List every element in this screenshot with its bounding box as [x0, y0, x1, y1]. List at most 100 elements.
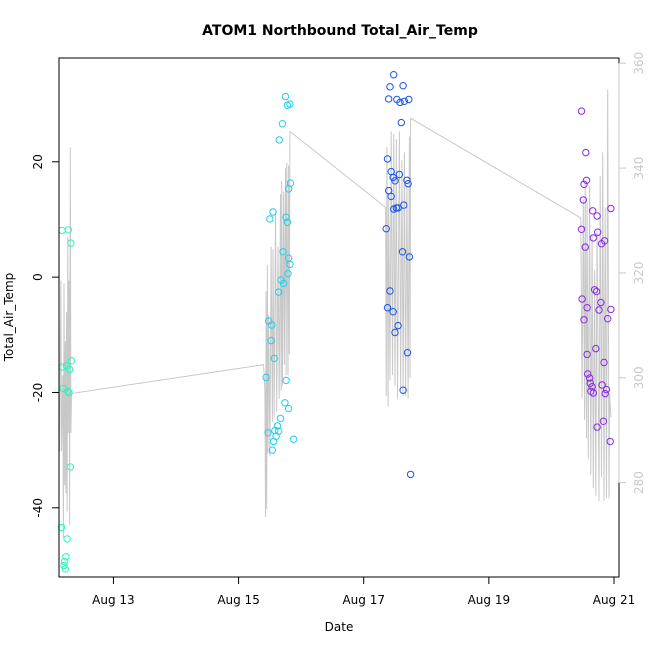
data-point-series-3-24 [583, 350, 591, 359]
data-point-series-3-13 [581, 243, 589, 251]
data-point-series-1-17 [274, 288, 283, 296]
y2-tick-label-2: 320 [632, 261, 646, 284]
data-point-series-3-32 [589, 389, 597, 397]
data-point-series-2-29 [391, 328, 399, 337]
data-point-series-0-14 [60, 557, 69, 566]
data-point-series-2-0 [390, 71, 398, 79]
data-point-series-3-37 [606, 437, 614, 446]
x-tick-label-1: Aug 15 [217, 593, 260, 607]
data-point-series-2-9 [383, 155, 392, 163]
data-point-series-1-14 [284, 270, 292, 278]
data-point-series-3-3 [580, 180, 588, 189]
data-point-series-2-32 [406, 470, 415, 479]
data-point-series-3-33 [601, 389, 609, 398]
data-point-series-1-8 [266, 215, 274, 223]
data-point-series-2-28 [394, 321, 402, 330]
data-point-series-2-26 [383, 304, 392, 312]
data-point-series-3-26 [584, 370, 592, 378]
x-tick-label-2: Aug 17 [342, 593, 385, 607]
data-point-series-1-32 [289, 435, 298, 443]
data-point-series-1-16 [279, 279, 288, 288]
y-axis-label: Total_Air_Temp [2, 273, 16, 362]
y-tick-label-2: 0 [31, 273, 45, 281]
data-point-series-1-13 [286, 260, 294, 269]
data-point-series-3-36 [593, 423, 601, 431]
x-tick-label-4: Aug 21 [593, 593, 636, 607]
y2-tick-label-3: 340 [632, 157, 646, 180]
data-point-series-1-7 [269, 208, 277, 216]
y-tick-label-3: 20 [31, 154, 45, 169]
plot-frame [58, 57, 620, 578]
data-point-series-3-15 [592, 287, 601, 296]
data-point-series-1-6 [284, 185, 293, 193]
data-point-series-1-24 [281, 399, 289, 407]
data-point-series-3-16 [578, 295, 586, 303]
data-point-series-2-11 [395, 170, 404, 179]
data-point-series-0-10 [66, 463, 75, 471]
data-point-series-2-8 [397, 118, 405, 127]
data-point-series-2-13 [391, 177, 399, 185]
data-point-series-0-9 [65, 388, 73, 397]
data-point-series-2-31 [399, 386, 407, 394]
data-point-series-0-0 [58, 226, 66, 235]
data-point-series-0-15 [60, 561, 68, 570]
y-tick-label-1: -20 [31, 383, 45, 403]
data-point-series-0-8 [64, 387, 72, 395]
data-point-series-2-18 [400, 201, 408, 209]
data-point-series-3-8 [577, 225, 586, 234]
data-point-series-2-5 [400, 97, 409, 106]
data-point-series-2-22 [382, 225, 390, 233]
data-point-series-0-11 [57, 523, 66, 532]
data-point-series-2-27 [389, 308, 397, 316]
data-point-series-1-23 [282, 376, 290, 385]
data-point-series-3-6 [607, 204, 615, 213]
x-axis-label: Date [325, 620, 354, 634]
data-point-series-2-21 [390, 205, 398, 213]
data-point-series-1-33 [269, 437, 278, 446]
plot-layer: Aug 13 Aug 15 Aug 17 Aug 19 Aug 21 -40 -20 0 20 2… [31, 52, 646, 607]
data-point-series-1-30 [264, 429, 272, 437]
x-tick-label-3: Aug 19 [468, 593, 511, 607]
data-point-series-2-14 [403, 176, 411, 185]
data-point-series-1-2 [283, 101, 292, 110]
data-point-series-3-5 [589, 207, 597, 215]
data-point-series-3-7 [593, 212, 601, 220]
data-point-series-1-3 [278, 120, 287, 128]
data-point-series-2-17 [387, 192, 395, 201]
y2-tick-label-4: 360 [632, 52, 646, 75]
data-point-series-2-7 [405, 95, 413, 104]
data-point-series-2-6 [396, 98, 404, 107]
y-tick-label-0: -40 [31, 498, 45, 518]
gray-line-series [59, 89, 612, 538]
data-point-series-2-2 [386, 83, 394, 91]
data-point-series-0-16 [61, 565, 70, 573]
data-point-series-1-0 [281, 92, 290, 101]
data-point-series-1-25 [284, 404, 293, 413]
data-point-series-0-12 [63, 535, 71, 543]
data-point-series-1-19 [268, 321, 276, 329]
data-point-series-3-0 [577, 107, 586, 115]
data-point-series-3-21 [604, 315, 612, 323]
y2-tick-label-1: 300 [632, 366, 646, 389]
data-point-series-3-17 [597, 298, 605, 307]
data-point-series-1-11 [279, 248, 287, 256]
data-point-series-3-2 [582, 176, 591, 185]
data-point-series-1-21 [270, 354, 278, 363]
x-tick-label-0: Aug 13 [92, 593, 135, 607]
chart-title: ATOM1 Northbound Total_Air_Temp [202, 23, 478, 39]
data-point-series-3-10 [589, 234, 597, 242]
data-point-series-3-30 [598, 381, 606, 389]
data-point-series-3-14 [590, 286, 599, 294]
data-point-series-3-22 [580, 316, 588, 324]
data-point-series-3-27 [585, 374, 594, 382]
data-point-series-3-1 [582, 148, 590, 157]
data-point-series-1-10 [283, 218, 292, 227]
data-point-series-3-20 [607, 305, 615, 314]
data-point-series-2-15 [404, 180, 412, 188]
data-point-series-1-9 [282, 213, 290, 221]
data-point-series-0-5 [67, 357, 76, 365]
data-point-series-3-34 [602, 385, 611, 394]
data-point-series-0-1 [64, 226, 73, 234]
data-point-series-3-4 [579, 196, 587, 204]
